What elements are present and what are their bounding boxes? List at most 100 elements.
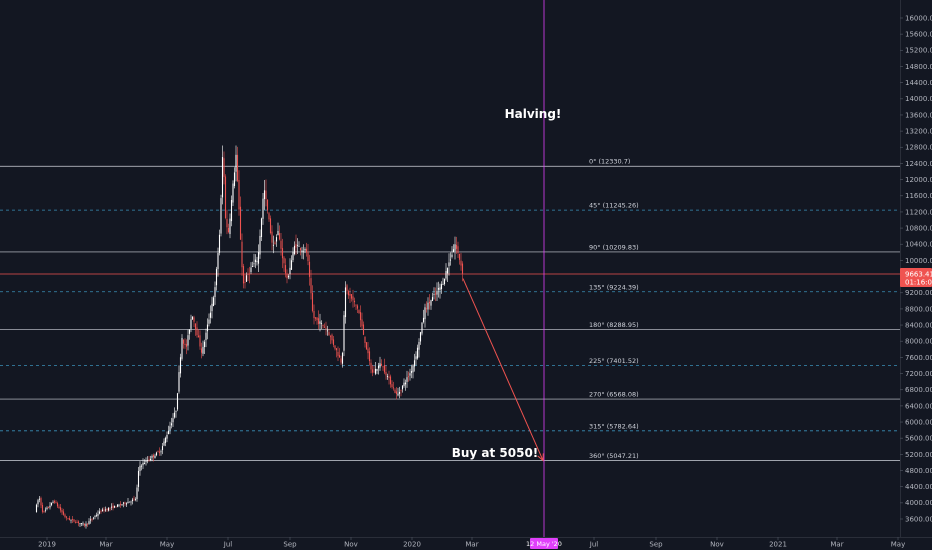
candle-body bbox=[299, 248, 302, 251]
time-tick-label: Mar bbox=[465, 541, 478, 549]
current-price-tag[interactable] bbox=[900, 268, 932, 288]
candle-body bbox=[205, 332, 207, 341]
price-tick-label: 7600.00 bbox=[905, 354, 932, 362]
candle-body bbox=[268, 213, 270, 220]
candle-body bbox=[214, 287, 216, 298]
candle-body bbox=[343, 315, 345, 351]
candle-body bbox=[326, 330, 329, 332]
candle-body bbox=[239, 206, 242, 240]
candle-body bbox=[257, 252, 260, 264]
candle-body bbox=[371, 369, 374, 373]
candle-body bbox=[215, 268, 218, 286]
candle-body bbox=[335, 348, 338, 351]
projection-arrow-head bbox=[537, 453, 544, 462]
price-tick-label: 4400.00 bbox=[905, 483, 932, 491]
candle-body bbox=[340, 358, 342, 363]
price-tick-label: 12800.00 bbox=[905, 144, 932, 152]
candle-body bbox=[160, 451, 162, 453]
candle-body bbox=[313, 310, 315, 319]
candle-body bbox=[368, 351, 371, 362]
candle-body bbox=[149, 458, 152, 461]
price-axis[interactable]: 3600.00 4000.00 4400.00 4800.00 5200.00 5600.… bbox=[900, 0, 932, 550]
candle-body bbox=[256, 261, 258, 263]
candle-body bbox=[331, 334, 333, 341]
candle-body bbox=[230, 199, 233, 222]
candle-body bbox=[224, 176, 227, 218]
time-axis[interactable]: 2019 Mar May Jul Sep Nov 2020 Mar Jul Sep Nov 2021 M… bbox=[0, 537, 932, 550]
halving-date-tag[interactable] bbox=[530, 538, 558, 549]
candle-body bbox=[421, 322, 423, 334]
candle-countdown: 01:16:08 bbox=[905, 279, 932, 287]
candle-body bbox=[272, 244, 275, 246]
candle-body bbox=[161, 446, 164, 451]
price-tick-label: 15600.00 bbox=[905, 31, 932, 39]
candle-body bbox=[277, 230, 279, 236]
current-price-value: 9663.41 bbox=[905, 271, 932, 279]
candle-body bbox=[407, 376, 410, 378]
time-tick-label: Sep bbox=[649, 541, 663, 549]
time-tick-label: 2020 bbox=[403, 541, 421, 549]
projection-arrow-line[interactable] bbox=[462, 278, 544, 461]
candle-body bbox=[100, 511, 102, 513]
candle-body bbox=[389, 376, 392, 385]
candle-body bbox=[52, 501, 54, 503]
candle-body bbox=[380, 363, 383, 366]
candle-body bbox=[406, 377, 408, 382]
candle-body bbox=[332, 339, 335, 345]
candle-body bbox=[281, 248, 284, 259]
candle-body bbox=[232, 183, 234, 203]
candle-body bbox=[242, 266, 245, 284]
candle-body bbox=[359, 312, 362, 321]
candle-body bbox=[413, 360, 416, 367]
candle-body bbox=[259, 235, 261, 255]
candle-body bbox=[449, 259, 452, 261]
halving-annotation[interactable]: Halving! bbox=[505, 107, 562, 121]
candle-body bbox=[203, 341, 206, 348]
candle-body bbox=[65, 516, 68, 518]
fib-level-label: 135° (9224.39) bbox=[589, 283, 639, 291]
candle-body bbox=[136, 487, 138, 500]
candle-body bbox=[245, 275, 248, 282]
candle-body bbox=[386, 376, 389, 377]
candle-body bbox=[127, 501, 129, 504]
candle-body bbox=[50, 502, 53, 506]
price-tick-label: 8400.00 bbox=[905, 321, 932, 329]
candle-body bbox=[443, 278, 446, 285]
candle-body bbox=[226, 218, 228, 228]
candle-body bbox=[334, 345, 336, 349]
candle-body bbox=[292, 251, 294, 261]
fib-level-label: 45° (11245.26) bbox=[589, 202, 639, 210]
candle-body bbox=[317, 318, 320, 324]
candle-body bbox=[158, 451, 161, 453]
candle-body bbox=[40, 498, 42, 506]
time-tick-label: 2021 bbox=[769, 541, 787, 549]
candle-body bbox=[250, 267, 252, 273]
candle-body bbox=[223, 158, 225, 177]
candle-body bbox=[409, 373, 411, 376]
candle-body bbox=[430, 300, 432, 306]
candle-body bbox=[364, 336, 366, 343]
candle-body bbox=[241, 241, 243, 268]
candle-body bbox=[323, 326, 326, 328]
candle-body bbox=[77, 521, 80, 524]
candle-body bbox=[106, 508, 108, 510]
candle-body bbox=[461, 263, 464, 274]
candle-body bbox=[355, 304, 357, 306]
buy-target-annotation[interactable]: Buy at 5050! bbox=[452, 446, 539, 460]
candle-body bbox=[349, 293, 351, 296]
candle-body bbox=[427, 302, 429, 310]
candle-body bbox=[193, 317, 195, 322]
price-tick-label: 14800.00 bbox=[905, 63, 932, 71]
candle-body bbox=[37, 500, 39, 505]
candle-body bbox=[346, 285, 348, 291]
candle-body bbox=[412, 365, 414, 373]
price-tick-label: 6800.00 bbox=[905, 386, 932, 394]
candle-body bbox=[424, 307, 426, 320]
fibonacci-levels: 0° (12330.7) 45° (11245.26) 90° (10209.83)… bbox=[0, 158, 900, 461]
candle-body bbox=[35, 504, 38, 512]
candle-body bbox=[415, 356, 417, 360]
candle-body bbox=[73, 519, 75, 522]
candle-body bbox=[314, 317, 317, 319]
candle-body bbox=[83, 523, 86, 526]
